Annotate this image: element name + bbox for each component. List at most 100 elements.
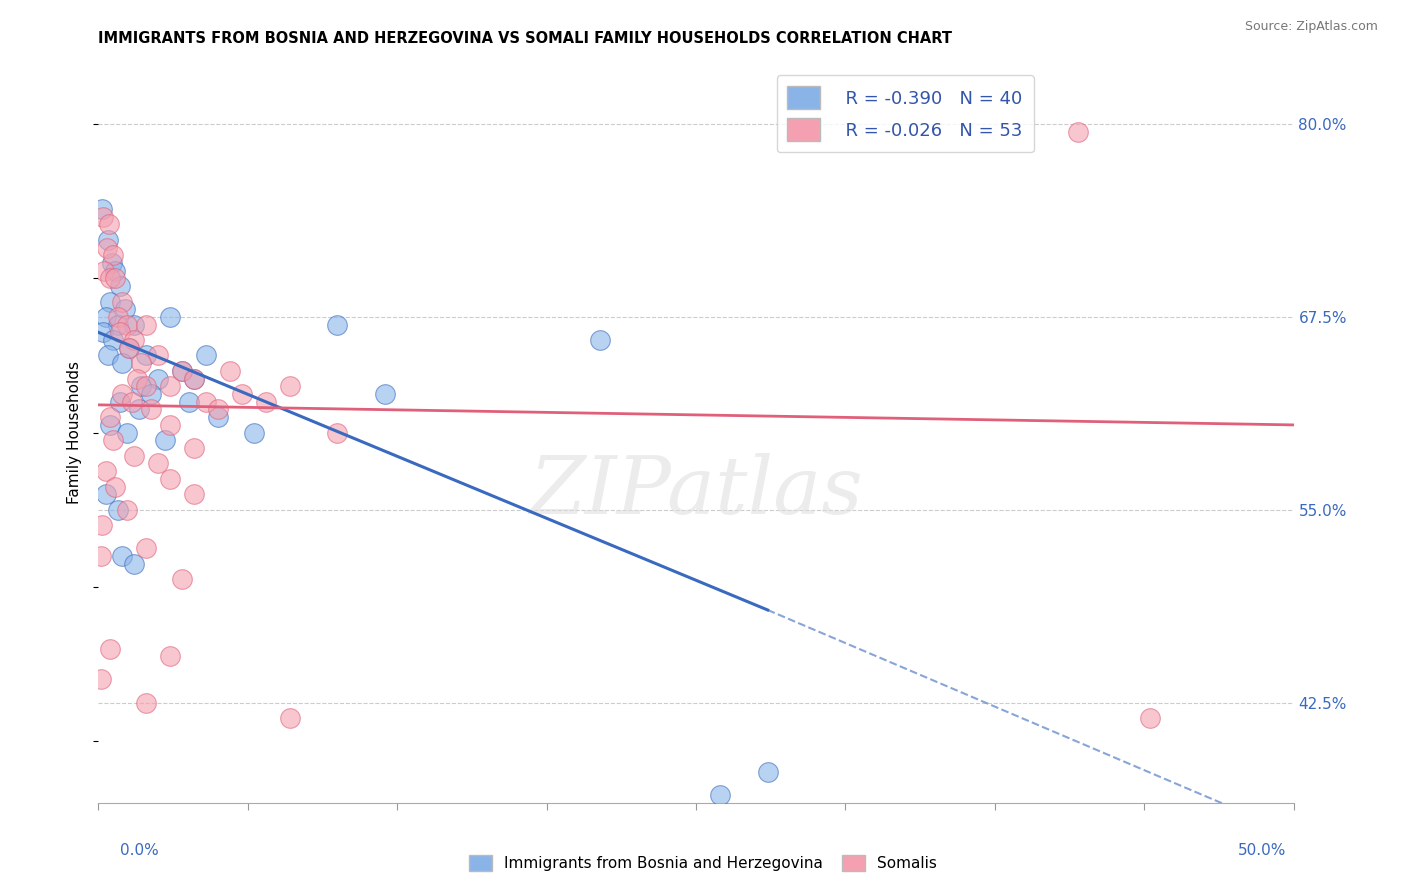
Point xyxy=(118,341,141,355)
Point xyxy=(115,502,138,516)
Point xyxy=(179,394,201,409)
Point xyxy=(1067,125,1090,139)
Point xyxy=(589,333,612,347)
Point xyxy=(111,549,134,563)
Point xyxy=(111,294,134,309)
Point xyxy=(148,457,170,471)
Point xyxy=(98,417,122,432)
Text: Source: ZipAtlas.com: Source: ZipAtlas.com xyxy=(1244,20,1378,33)
Text: 50.0%: 50.0% xyxy=(1239,843,1286,858)
Point xyxy=(131,356,153,370)
Point xyxy=(115,425,138,440)
Point xyxy=(101,333,124,347)
Point xyxy=(207,410,229,425)
Point xyxy=(96,240,118,255)
Point xyxy=(131,379,153,393)
Point xyxy=(148,349,170,363)
Point xyxy=(135,541,157,556)
Point xyxy=(1139,711,1161,725)
Point xyxy=(231,387,253,401)
Point xyxy=(159,472,181,486)
Point xyxy=(172,364,194,378)
Point xyxy=(104,263,127,277)
Point xyxy=(108,394,131,409)
Point xyxy=(100,256,122,270)
Point xyxy=(108,326,131,340)
Point xyxy=(115,318,138,332)
Point xyxy=(278,711,301,725)
Point xyxy=(107,310,129,324)
Legend: Immigrants from Bosnia and Herzegovina, Somalis: Immigrants from Bosnia and Herzegovina, … xyxy=(463,849,943,877)
Point xyxy=(183,487,205,501)
Point xyxy=(91,518,114,533)
Point xyxy=(94,487,117,501)
Point xyxy=(98,641,122,656)
Point xyxy=(135,349,157,363)
Point xyxy=(135,379,157,393)
Point xyxy=(709,788,731,802)
Point xyxy=(159,417,181,432)
Point xyxy=(139,402,162,417)
Point xyxy=(195,349,218,363)
Point xyxy=(124,333,146,347)
Point xyxy=(97,349,120,363)
Point xyxy=(111,356,134,370)
Point xyxy=(94,310,117,324)
Point xyxy=(148,371,170,385)
Point xyxy=(756,764,779,779)
Point xyxy=(172,572,194,586)
Legend:   R = -0.390   N = 40,   R = -0.026   N = 53: R = -0.390 N = 40, R = -0.026 N = 53 xyxy=(776,75,1033,153)
Point xyxy=(111,387,134,401)
Point xyxy=(93,263,115,277)
Point xyxy=(91,202,114,216)
Point xyxy=(104,271,127,285)
Point xyxy=(90,673,112,687)
Point xyxy=(183,371,205,385)
Point xyxy=(159,379,181,393)
Text: IMMIGRANTS FROM BOSNIA AND HERZEGOVINA VS SOMALI FAMILY HOUSEHOLDS CORRELATION C: IMMIGRANTS FROM BOSNIA AND HERZEGOVINA V… xyxy=(98,31,952,46)
Point xyxy=(183,371,205,385)
Point xyxy=(98,410,122,425)
Point xyxy=(374,387,396,401)
Point xyxy=(121,394,143,409)
Point xyxy=(243,425,266,440)
Point xyxy=(219,364,242,378)
Point xyxy=(124,557,146,571)
Point xyxy=(91,326,114,340)
Point xyxy=(135,318,157,332)
Text: ZIPatlas: ZIPatlas xyxy=(529,453,863,531)
Point xyxy=(94,464,117,478)
Point xyxy=(172,364,194,378)
Point xyxy=(108,279,131,293)
Point xyxy=(159,310,181,324)
Point xyxy=(128,402,150,417)
Point xyxy=(135,696,157,710)
Point xyxy=(183,441,205,455)
Y-axis label: Family Households: Family Households xyxy=(67,361,83,504)
Point xyxy=(98,271,122,285)
Point xyxy=(207,402,229,417)
Point xyxy=(195,394,218,409)
Point xyxy=(326,425,349,440)
Point xyxy=(254,394,277,409)
Point xyxy=(97,233,120,247)
Point xyxy=(278,379,301,393)
Point xyxy=(118,341,141,355)
Text: 0.0%: 0.0% xyxy=(120,843,159,858)
Point xyxy=(159,649,181,664)
Point xyxy=(98,294,122,309)
Point xyxy=(155,434,177,448)
Point xyxy=(139,387,162,401)
Point xyxy=(98,218,121,232)
Point xyxy=(124,449,146,463)
Point xyxy=(107,318,129,332)
Point xyxy=(114,302,136,317)
Point xyxy=(326,318,349,332)
Point xyxy=(104,480,127,494)
Point xyxy=(107,502,129,516)
Point xyxy=(90,549,112,563)
Point xyxy=(101,434,124,448)
Point xyxy=(124,318,146,332)
Point xyxy=(91,210,114,224)
Point xyxy=(125,371,148,385)
